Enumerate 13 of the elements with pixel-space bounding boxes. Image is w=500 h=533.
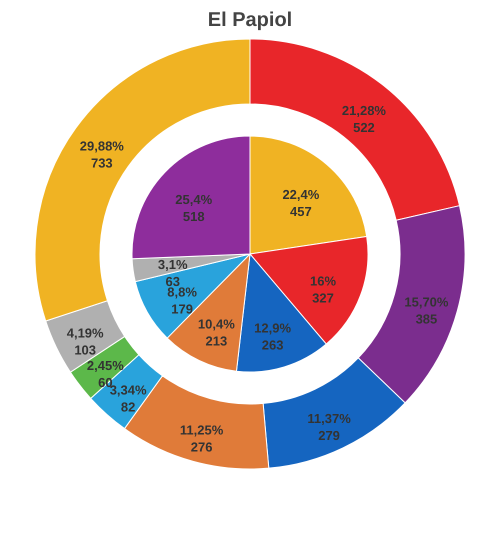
data-label: 10,4% 213 [198, 316, 236, 348]
data-label: 16% 327 [310, 273, 336, 306]
data-label: 12,9% 263 [254, 320, 292, 353]
data-label: 4,19% 103 [66, 325, 104, 358]
chart-title: El Papiol [208, 9, 292, 31]
data-label: 11,37% 279 [307, 411, 352, 444]
data-label: 15,70% 385 [404, 294, 449, 327]
data-label: 22,4% 457 [282, 186, 320, 219]
data-label: 21,28% 522 [342, 102, 386, 135]
data-label: 25,4% 518 [175, 192, 213, 224]
data-label: 29,88% 733 [80, 138, 124, 171]
data-label: 3,1% 63 [158, 256, 188, 289]
data-label: 11,25% 276 [180, 422, 224, 454]
